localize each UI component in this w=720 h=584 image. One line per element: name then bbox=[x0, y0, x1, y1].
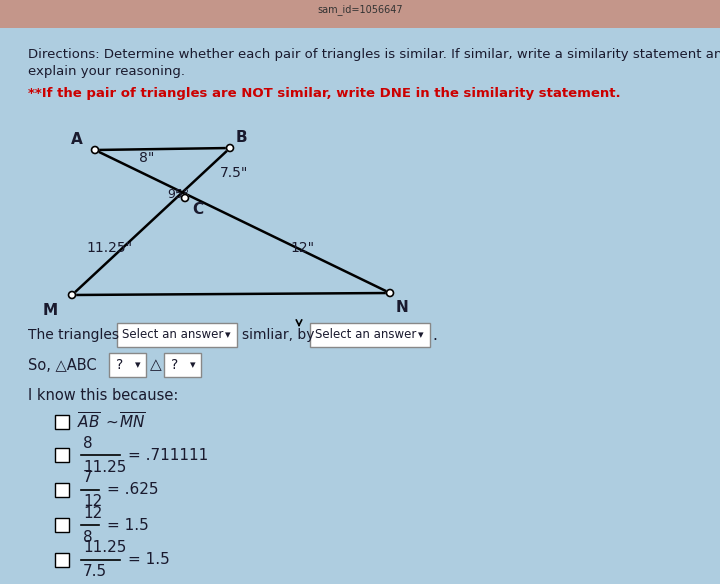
Text: Directions: Determine whether each pair of triangles is similar. If similar, wri: Directions: Determine whether each pair … bbox=[28, 48, 720, 61]
Text: sam_id=1056647: sam_id=1056647 bbox=[318, 5, 402, 15]
Bar bbox=[55, 483, 69, 497]
Text: 7.5": 7.5" bbox=[220, 166, 248, 180]
Text: $\overline{MN}$: $\overline{MN}$ bbox=[119, 412, 145, 432]
Circle shape bbox=[91, 147, 99, 154]
Text: B: B bbox=[236, 130, 248, 145]
Text: 7.5: 7.5 bbox=[83, 565, 107, 579]
Text: ▾: ▾ bbox=[190, 360, 196, 370]
Text: 8": 8" bbox=[139, 151, 155, 165]
Circle shape bbox=[387, 290, 394, 297]
Text: A: A bbox=[71, 132, 83, 147]
Circle shape bbox=[68, 291, 76, 298]
Text: 95°: 95° bbox=[167, 189, 189, 201]
Text: △: △ bbox=[150, 357, 162, 373]
FancyBboxPatch shape bbox=[117, 323, 237, 347]
Text: Select an answer: Select an answer bbox=[315, 328, 416, 342]
Text: C: C bbox=[192, 202, 203, 217]
Text: ▾: ▾ bbox=[225, 330, 231, 340]
Text: = 1.5: = 1.5 bbox=[128, 552, 170, 568]
Text: = .625: = .625 bbox=[107, 482, 158, 498]
Text: 12: 12 bbox=[83, 506, 102, 520]
Text: So, △ABC: So, △ABC bbox=[28, 357, 96, 373]
Text: = .711111: = .711111 bbox=[128, 447, 208, 463]
Text: 7: 7 bbox=[83, 471, 93, 485]
Text: I know this because:: I know this because: bbox=[28, 388, 179, 402]
FancyBboxPatch shape bbox=[310, 323, 430, 347]
Text: 11.25: 11.25 bbox=[83, 541, 127, 555]
Text: ▾: ▾ bbox=[418, 330, 424, 340]
Text: Select an answer: Select an answer bbox=[122, 328, 223, 342]
Bar bbox=[0, 0, 720, 28]
Bar bbox=[55, 518, 69, 532]
Text: N: N bbox=[396, 300, 409, 315]
FancyBboxPatch shape bbox=[109, 353, 146, 377]
Text: ~: ~ bbox=[105, 415, 118, 429]
Circle shape bbox=[227, 144, 233, 151]
Circle shape bbox=[181, 194, 189, 201]
Text: ?: ? bbox=[116, 358, 123, 372]
Text: simliar, by: simliar, by bbox=[242, 328, 315, 342]
Text: ▾: ▾ bbox=[135, 360, 141, 370]
Text: M: M bbox=[43, 303, 58, 318]
Text: 12: 12 bbox=[83, 495, 102, 509]
Text: = 1.5: = 1.5 bbox=[107, 517, 149, 533]
Text: .: . bbox=[432, 328, 437, 342]
Text: ?: ? bbox=[171, 358, 179, 372]
Text: 11.25": 11.25" bbox=[87, 241, 133, 255]
Text: The triangles: The triangles bbox=[28, 328, 119, 342]
Text: 8: 8 bbox=[83, 436, 93, 450]
Bar bbox=[55, 448, 69, 462]
Text: **If the pair of triangles are NOT similar, write DNE in the similarity statemen: **If the pair of triangles are NOT simil… bbox=[28, 87, 621, 100]
FancyBboxPatch shape bbox=[164, 353, 201, 377]
Bar bbox=[55, 415, 69, 429]
Text: $\overline{AB}$: $\overline{AB}$ bbox=[77, 412, 101, 432]
Bar bbox=[55, 553, 69, 567]
Text: 12": 12" bbox=[290, 241, 314, 255]
Text: explain your reasoning.: explain your reasoning. bbox=[28, 65, 185, 78]
Text: 11.25: 11.25 bbox=[83, 460, 127, 474]
Text: 8: 8 bbox=[83, 530, 93, 544]
